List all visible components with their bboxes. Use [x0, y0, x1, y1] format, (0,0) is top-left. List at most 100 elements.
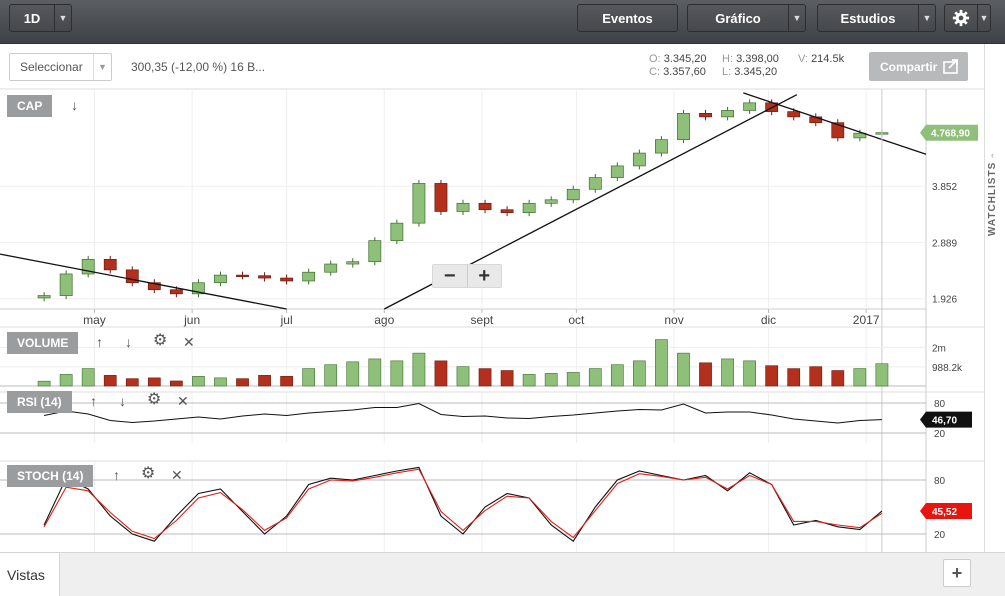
zoom-out-button[interactable]: − [433, 265, 468, 287]
stoch-value-label: 45,52 [932, 507, 957, 518]
candle [368, 240, 382, 263]
studies-button[interactable]: Estudios [817, 4, 919, 32]
views-tab[interactable]: Vistas [0, 553, 60, 596]
x-tick-label: dic [761, 313, 776, 327]
volume-bar [236, 378, 249, 387]
close-icon[interactable]: ✕ [183, 334, 195, 350]
y-tick-label: 1.926 [932, 295, 957, 306]
arrow-up-icon[interactable]: ↑ [90, 393, 97, 409]
volume-bar [368, 358, 382, 387]
watchlists-panel[interactable] [984, 44, 1005, 552]
rsi-panel-label[interactable]: RSI (14) [7, 391, 72, 413]
symbol-select[interactable]: Seleccionar ▼ [9, 53, 112, 81]
share-icon [943, 59, 958, 74]
volume-bar [280, 376, 293, 387]
candle [434, 183, 448, 212]
chevron-left-icon[interactable]: ‹ [991, 150, 994, 160]
volume-bar [721, 358, 734, 387]
volume-bar [456, 366, 470, 387]
zoom-in-button[interactable]: + [478, 264, 491, 287]
volume-bar [258, 375, 271, 387]
ohlc-high: H: 3.398,00 [722, 53, 779, 65]
candle [699, 113, 712, 118]
period-button[interactable]: 1D [9, 4, 55, 32]
candle [324, 263, 338, 273]
settings-caret-icon[interactable]: ▼ [977, 4, 991, 32]
volume-bar [853, 368, 867, 387]
ohlc-volume: V: 214.5k [798, 53, 845, 65]
top-toolbar: 1D ▼ Eventos Gráfico ▼ Estudios ▼ ▼ [0, 0, 1005, 44]
candle [236, 274, 249, 277]
gear-icon[interactable]: ⚙ [147, 391, 162, 408]
volume-panel-label[interactable]: VOLUME [7, 332, 79, 354]
candle [280, 277, 294, 282]
x-tick-label: oct [568, 313, 585, 327]
candle [147, 282, 161, 291]
stoch-panel-label[interactable]: STOCH (14) [7, 465, 94, 487]
ohlc-close: C: 3.357,60 [649, 66, 706, 78]
volume-bar [765, 365, 779, 387]
gear-icon [952, 9, 970, 27]
candle [787, 111, 801, 118]
chart-background [0, 89, 984, 552]
x-tick-label: sept [471, 313, 494, 327]
volume-bar [677, 352, 690, 387]
volume-bar [809, 366, 823, 387]
period-caret-icon[interactable]: ▼ [54, 4, 72, 32]
studies-caret-icon[interactable]: ▼ [918, 4, 936, 32]
candle [831, 122, 845, 139]
rsi-line [43, 402, 882, 424]
volume-bar [655, 339, 668, 387]
candle [214, 274, 227, 284]
y-tick-label: 20 [934, 530, 946, 541]
volume-bar [522, 374, 536, 387]
share-button[interactable]: Compartir [869, 52, 968, 81]
bottom-bar [0, 552, 1005, 596]
close-icon[interactable]: ✕ [177, 393, 189, 409]
gear-icon[interactable]: ⚙ [141, 465, 156, 482]
candle [522, 202, 536, 213]
x-tick-label: jul [280, 313, 293, 327]
arrow-up-icon[interactable]: ↑ [113, 467, 120, 483]
chart-canvas[interactable]: may jun jul ago sept oct nov dic 2017 3.852 2.889 1… [0, 0, 984, 552]
arrow-down-icon[interactable]: ↓ [119, 393, 126, 409]
chart-type-caret-icon[interactable]: ▼ [788, 4, 806, 32]
arrow-down-icon[interactable]: ↓ [125, 334, 132, 350]
y-tick-label: 3.852 [932, 182, 957, 193]
volume-bar [59, 374, 73, 387]
candle [59, 273, 73, 296]
events-button[interactable]: Eventos [577, 4, 678, 32]
volume-bar [125, 378, 139, 387]
arrow-up-icon[interactable]: ↑ [96, 334, 103, 350]
arrow-down-icon[interactable]: ↓ [71, 97, 78, 113]
price-panel-label[interactable]: CAP [7, 95, 53, 117]
volume-bar [37, 380, 51, 387]
stoch-value-tag [920, 503, 972, 520]
volume-bar [478, 368, 492, 387]
watchlists-label[interactable]: WATCHLISTS [987, 161, 998, 236]
candle [655, 139, 668, 154]
candle [566, 188, 580, 201]
candle [500, 209, 514, 213]
stoch-k-line [43, 466, 883, 542]
add-view-button[interactable]: + [943, 559, 971, 587]
candle [853, 132, 867, 139]
last-price-label: 4.768,90 [931, 129, 970, 140]
gear-icon[interactable]: ⚙ [153, 332, 168, 349]
close-icon[interactable]: ✕ [171, 467, 183, 483]
candle [677, 113, 690, 140]
volume-bar [831, 370, 845, 387]
candle [302, 271, 316, 282]
ohlc-low: L: 3.345,20 [722, 66, 778, 78]
x-tick-label: may [83, 313, 106, 327]
chart-type-button[interactable]: Gráfico [687, 4, 789, 32]
volume-bar [170, 380, 183, 387]
trendline [0, 253, 287, 310]
volume-bar [566, 372, 580, 387]
volume-bar [324, 364, 338, 387]
y-tick-label: 80 [934, 399, 946, 410]
volume-bar [103, 375, 117, 387]
x-tick-label: nov [664, 313, 683, 327]
volume-bar [743, 360, 756, 387]
